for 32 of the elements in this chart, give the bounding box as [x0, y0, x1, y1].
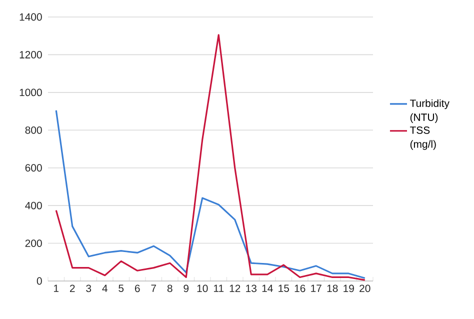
- x-tick-label: 13: [246, 284, 256, 292]
- x-tick-label: 7: [151, 284, 156, 292]
- x-tick-label: 15: [278, 284, 289, 292]
- y-tick-label: 1400: [20, 13, 42, 21]
- x-tick-label: 4: [102, 284, 108, 292]
- line-series: [55, 110, 366, 279]
- x-tick-label: 16: [294, 284, 306, 292]
- y-tick-label: 200: [25, 240, 42, 247]
- line-series: [55, 34, 366, 281]
- y-tick-label: 1000: [20, 88, 42, 96]
- x-tick-label: 1: [54, 284, 59, 292]
- x-tick-label: 9: [184, 284, 189, 292]
- y-tick-label: 1200: [20, 51, 42, 58]
- x-tick-label: 6: [135, 284, 140, 292]
- x-tick-label: 20: [360, 284, 370, 292]
- x-tick-label: 12: [230, 284, 240, 292]
- x-tick-label: 18: [327, 284, 338, 292]
- x-tick-label: 19: [344, 284, 354, 292]
- y-tick-label: 0: [36, 277, 42, 285]
- x-tick-label: 14: [262, 284, 273, 292]
- y-tick-label: 400: [25, 202, 42, 210]
- x-tick-label: 2: [70, 284, 75, 292]
- x-tick-label: 11: [214, 284, 224, 292]
- y-tick-label: 600: [25, 164, 42, 172]
- legend-label: Turbidity (NTU): [410, 99, 450, 124]
- x-tick-label: 5: [118, 284, 124, 292]
- x-tick-label: 8: [167, 284, 172, 292]
- x-tick-label: 17: [311, 284, 322, 292]
- x-tick-label: 3: [86, 284, 92, 292]
- y-tick-label: 800: [25, 126, 42, 134]
- legend-label: TSS (mg/l): [410, 126, 436, 150]
- x-tick-label: 10: [197, 284, 208, 292]
